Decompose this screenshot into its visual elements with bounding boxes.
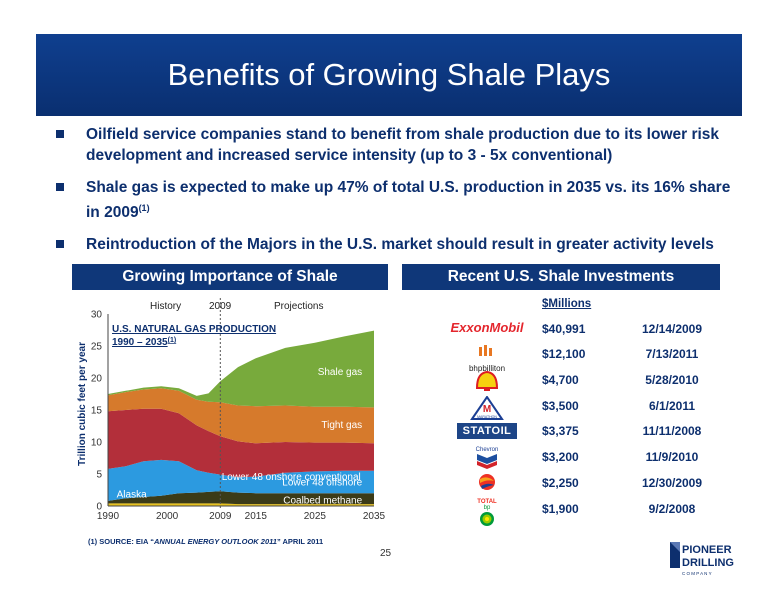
bullet-list: Oilfield service companies stand to bene… xyxy=(56,124,736,266)
source-footnote: (1) SOURCE: EIA “ANNUAL ENERGY OUTLOOK 2… xyxy=(88,537,324,546)
y-tick-label: 10 xyxy=(91,438,103,449)
investment-date: 11/9/2010 xyxy=(645,450,699,464)
investment-amount: $1,900 xyxy=(542,502,579,516)
y-tick-label: 5 xyxy=(96,470,102,481)
bullet-square-icon xyxy=(56,183,64,191)
investment-date: 5/28/2010 xyxy=(645,373,699,387)
svg-text:M: M xyxy=(483,404,491,415)
period-label-2009: 2009 xyxy=(209,301,232,312)
series-label-shale-gas: Shale gas xyxy=(318,367,362,378)
investment-row: bhpbilliton $12,100 7/13/2011 xyxy=(402,342,720,373)
exxonmobil-logo-icon: ExxonMobil xyxy=(450,320,524,335)
y-axis-label: Trillion cubic feet per year xyxy=(77,342,88,466)
investment-row: ExxonMobil $40,991 12/14/2009 xyxy=(402,317,720,341)
investment-row: $4,700 5/28/2010 xyxy=(402,368,720,392)
shell-logo-icon xyxy=(442,370,532,392)
series-area-coalbed-methane xyxy=(108,491,374,505)
series-label-tight-gas: Tight gas xyxy=(321,420,362,431)
marathon-logo-icon: M MARATHON xyxy=(442,395,532,420)
investment-amount: $3,375 xyxy=(542,424,579,438)
x-tick-label: 2035 xyxy=(363,511,386,522)
series-label-coalbed-methane: Coalbed methane xyxy=(283,495,362,506)
right-panel-header: Recent U.S. Shale Investments xyxy=(402,264,720,290)
bullet-text: Oilfield service companies stand to bene… xyxy=(86,126,720,164)
x-tick-label: 1990 xyxy=(97,511,120,522)
page-number: 25 xyxy=(380,548,392,559)
bp-logo-icon: TOTAL bp xyxy=(442,499,532,526)
series-area-tight-gas xyxy=(108,388,374,444)
svg-text:DRILLING: DRILLING xyxy=(682,557,734,569)
investment-row: M MARATHON $3,500 6/1/2011 xyxy=(402,394,720,420)
chart-subtitle: 1990 – 2035(1) xyxy=(112,337,176,348)
total-logo-icon xyxy=(442,473,532,495)
bullet-square-icon xyxy=(56,240,64,249)
slide-title: Benefits of Growing Shale Plays xyxy=(167,57,611,92)
left-panel-header: Growing Importance of Shale xyxy=(72,264,388,290)
series-area-lower-48-offshore xyxy=(108,459,374,501)
svg-text:PIONEER: PIONEER xyxy=(682,544,732,556)
investment-date: 12/30/2009 xyxy=(641,476,703,490)
x-tick-label: 2009 xyxy=(209,511,232,522)
series-area-lower-48-onshore-conventional xyxy=(108,408,374,478)
investment-amount: $4,700 xyxy=(542,373,579,387)
bullet-item: Shale gas is expected to make up 47% of … xyxy=(56,177,736,223)
investment-amount: $3,200 xyxy=(542,450,579,464)
investment-date: 9/2/2008 xyxy=(648,502,696,516)
bullet-item: Oilfield service companies stand to bene… xyxy=(56,124,736,166)
y-tick-label: 20 xyxy=(91,374,103,385)
investments-unit-header: $Millions xyxy=(542,298,592,310)
bhpbilliton-logo-icon: bhpbilliton xyxy=(442,344,532,373)
chart-title: U.S. NATURAL GAS PRODUCTION xyxy=(112,324,276,335)
bullet-text: Shale gas is expected to make up 47% of … xyxy=(86,179,731,222)
investment-row: TOTAL bp $1,900 9/2/2008 xyxy=(402,497,720,526)
series-label-alaska: Alaska xyxy=(117,489,147,500)
y-tick-label: 30 xyxy=(91,310,103,321)
investment-row: $2,250 12/30/2009 xyxy=(402,471,720,495)
chevron-logo-icon: Chevron xyxy=(442,447,532,469)
series-label-lower-48-onshore-conventional: Lower 48 onshore conventional xyxy=(222,472,361,483)
investment-date: 12/14/2009 xyxy=(641,322,703,336)
title-bar: Benefits of Growing Shale Plays xyxy=(36,34,742,116)
series-area-shale-gas xyxy=(108,330,374,408)
pioneer-drilling-logo-icon: PIONEER DRILLING C O M P A N Y xyxy=(670,542,734,576)
period-label-projections: Projections xyxy=(274,301,323,312)
series-label-lower-48-offshore: Lower 48 offshore xyxy=(282,478,362,489)
y-tick-label: 25 xyxy=(91,342,103,353)
investment-amount: $2,250 xyxy=(542,476,579,490)
investment-date: 7/13/2011 xyxy=(645,347,699,361)
investment-row: STATOIL $3,375 11/11/2008 xyxy=(402,419,720,443)
y-tick-label: 15 xyxy=(91,406,103,417)
x-tick-label: 2000 xyxy=(156,511,179,522)
x-tick-label: 2025 xyxy=(304,511,327,522)
svg-text:C O M P A N Y: C O M P A N Y xyxy=(682,571,712,576)
investment-row: Chevron $3,200 11/9/2010 xyxy=(402,445,720,469)
statoil-logo-icon: STATOIL xyxy=(442,421,532,443)
investment-amount: $3,500 xyxy=(542,399,579,413)
investment-amount: $40,991 xyxy=(542,322,586,336)
series-area-alaska xyxy=(108,503,374,506)
investment-amount: $12,100 xyxy=(542,347,586,361)
bullet-footnote-ref: (1) xyxy=(138,203,150,213)
investment-date: 11/11/2008 xyxy=(642,424,702,438)
bullet-square-icon xyxy=(56,130,64,138)
bullet-item: Reintroduction of the Majors in the U.S.… xyxy=(56,234,736,255)
x-tick-label: 2015 xyxy=(245,511,268,522)
bullet-text: Reintroduction of the Majors in the U.S.… xyxy=(86,236,714,254)
svg-text:MARATHON: MARATHON xyxy=(477,415,497,419)
period-label-history: History xyxy=(150,301,181,312)
investment-date: 6/1/2011 xyxy=(648,399,696,413)
y-tick-label: 0 xyxy=(96,502,102,513)
